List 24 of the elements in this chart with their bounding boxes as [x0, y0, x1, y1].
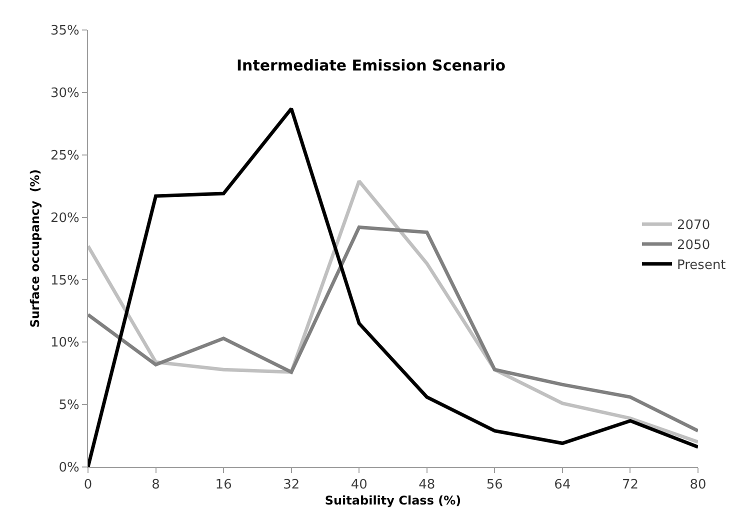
- legend-label: Present: [677, 258, 726, 273]
- x-tick-label: 64: [554, 478, 571, 493]
- y-axis-title: Surface occupancy (%): [28, 169, 42, 328]
- y-tick-label: 20%: [50, 210, 80, 226]
- x-tick-label: 32: [283, 478, 300, 493]
- x-tick-label: 72: [622, 478, 638, 493]
- x-tick-label: 48: [418, 478, 436, 493]
- y-tick-label: 15%: [50, 273, 80, 288]
- x-tick-label: 40: [350, 478, 368, 493]
- y-tick-label: 0%: [58, 460, 80, 476]
- x-axis-title: Suitability Class (%): [324, 494, 462, 508]
- x-tick-label: 0: [84, 478, 92, 493]
- x-tick-label: 80: [690, 478, 706, 493]
- y-tick-label: 30%: [50, 86, 80, 101]
- y-tick-label: 5%: [58, 398, 80, 414]
- y-tick-label: 25%: [50, 148, 80, 164]
- legend-label: 2070: [677, 218, 710, 234]
- x-tick-label: 8: [152, 478, 160, 493]
- y-tick-label: 35%: [50, 24, 80, 39]
- x-tick-label: 56: [486, 478, 503, 493]
- y-tick-label: 10%: [50, 336, 80, 351]
- legend-label: 2050: [677, 238, 710, 254]
- text: Intermediate Emission Scenario: [236, 56, 506, 74]
- x-tick-label: 16: [215, 478, 232, 493]
